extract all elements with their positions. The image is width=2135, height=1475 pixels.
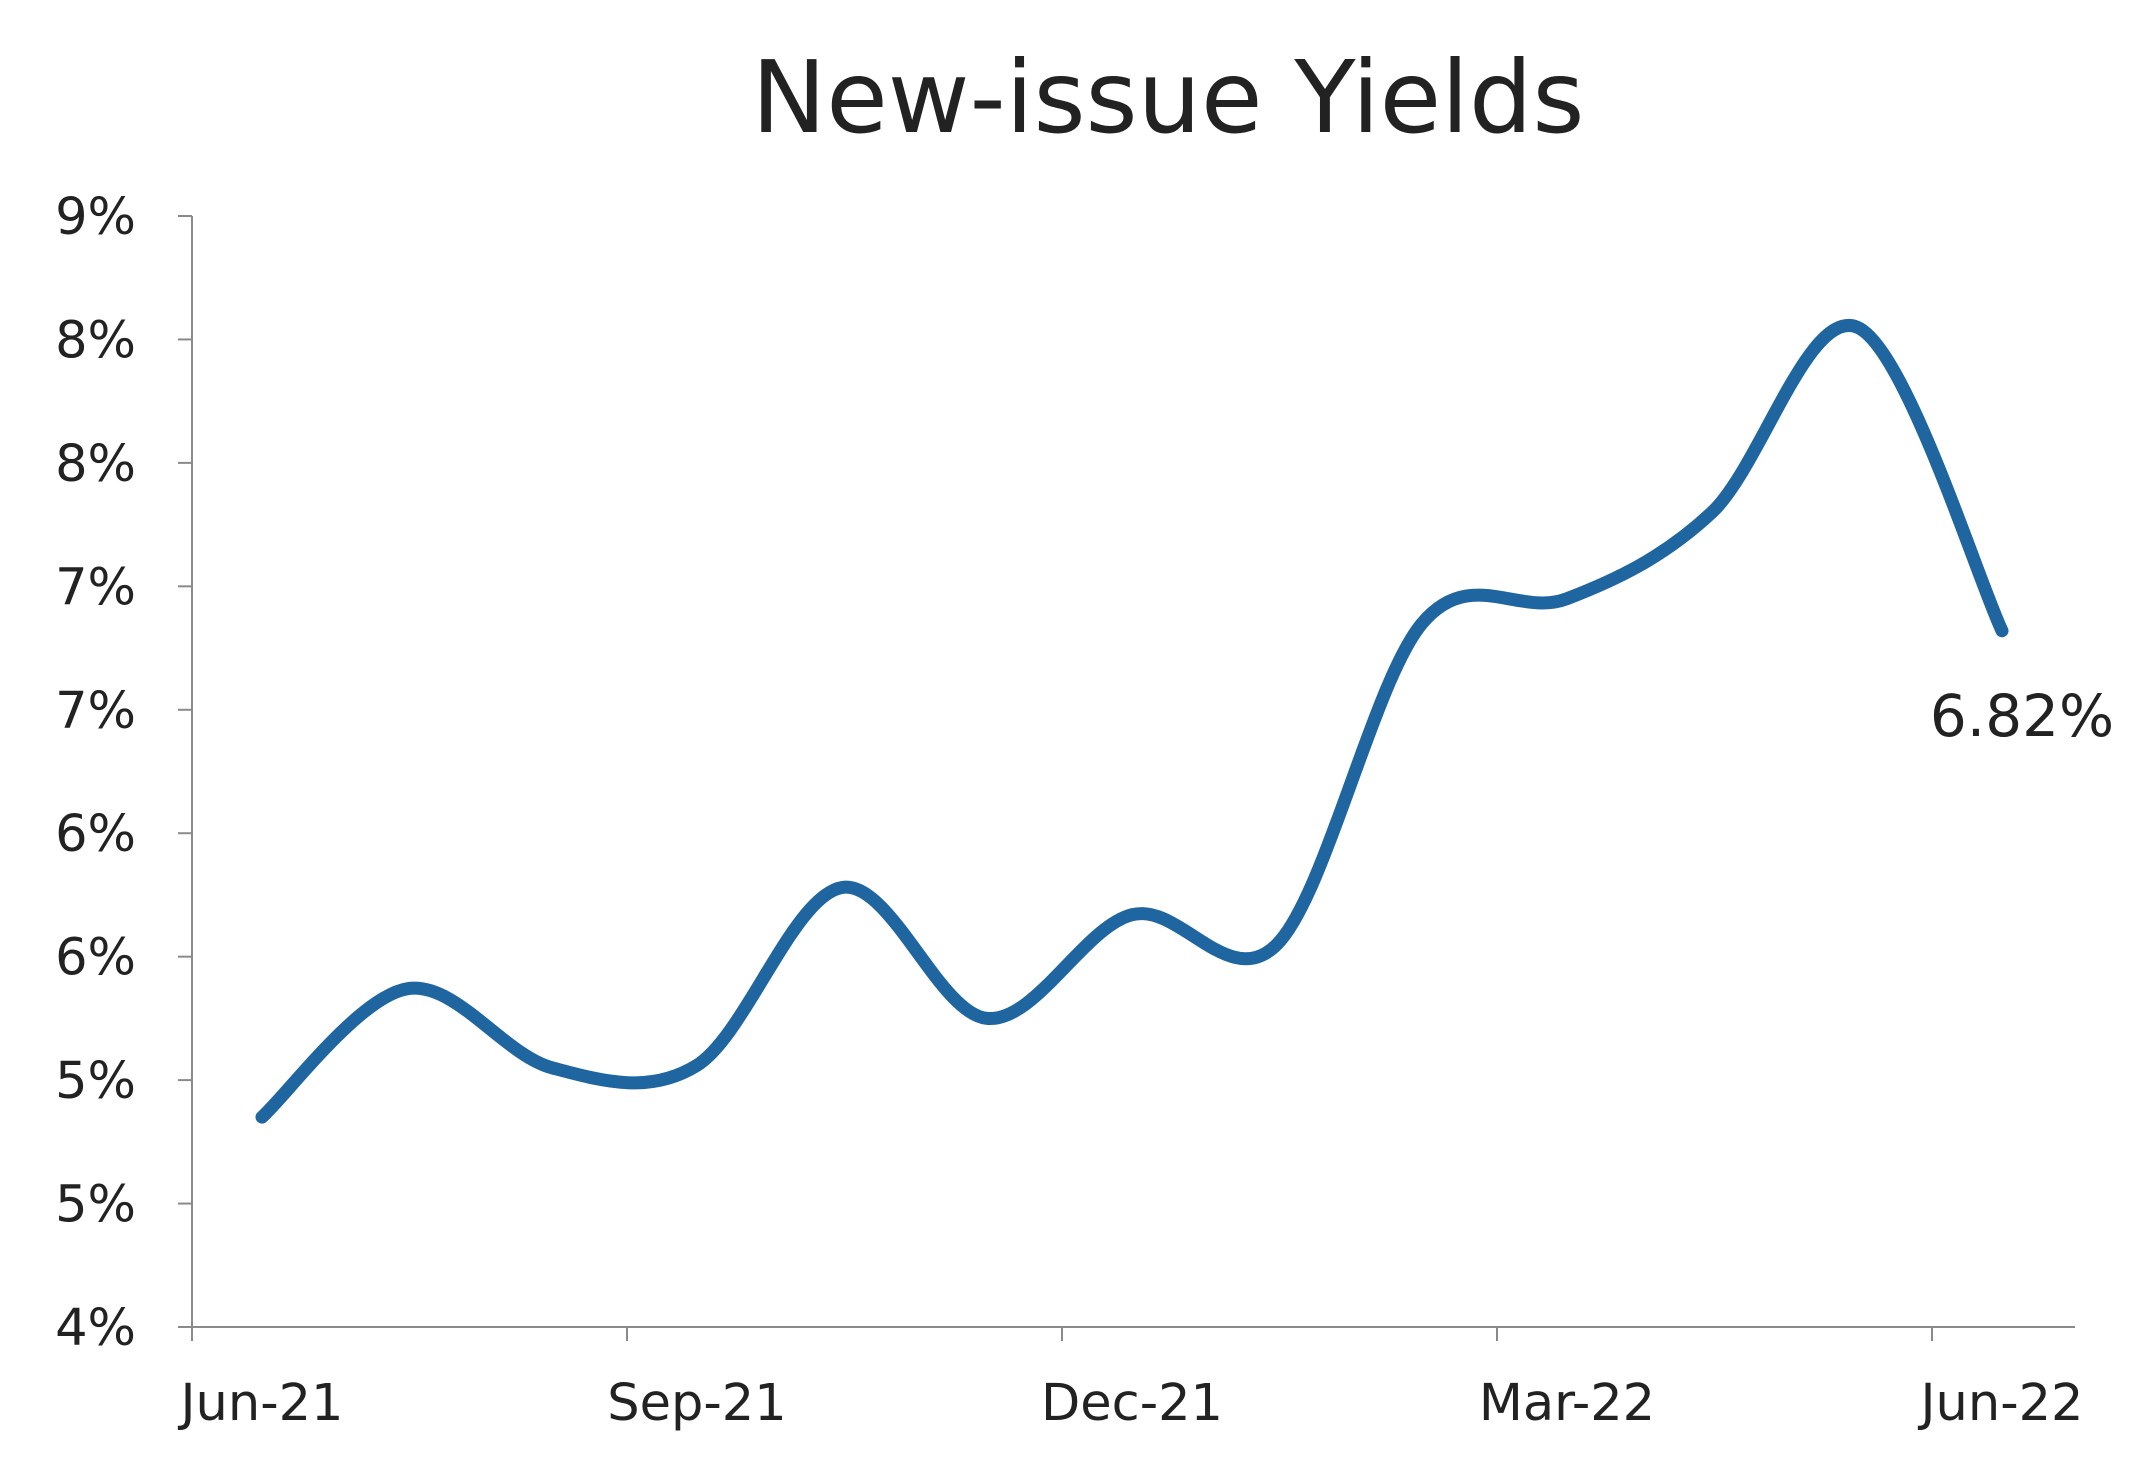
x-tick-label: Jun-21 [178,1374,344,1433]
y-tick-label: 5% [55,1052,136,1111]
y-tick-label: 6% [55,805,136,864]
data-labels: 6.82% [1930,682,2114,750]
x-tick-label: Jun-22 [1918,1374,2084,1433]
end-value-label: 6.82% [1930,682,2114,750]
y-tick-label: 9% [55,188,136,247]
x-tick-label: Mar-22 [1479,1374,1655,1433]
y-tick-label: 5% [55,1176,136,1235]
y-tick-label: 8% [55,311,136,370]
y-tick-label: 6% [55,929,136,988]
chart-title: New-issue Yields [751,39,1584,156]
chart-axes: 4% 5% 5% 6% 6% 7% 7% 8% 8% 9% Jun-21 Sep-21 Dec-21 Ma… [55,188,2083,1433]
y-tick-label: 8% [55,435,136,494]
series-line [255,319,2009,1124]
x-tick-label: Sep-21 [607,1374,786,1433]
y-tick-label: 7% [55,558,136,617]
y-tick-label: 4% [55,1299,136,1358]
series-layer [255,319,2009,1124]
y-tick-label: 7% [55,682,136,741]
x-tick-label: Dec-21 [1041,1374,1223,1433]
